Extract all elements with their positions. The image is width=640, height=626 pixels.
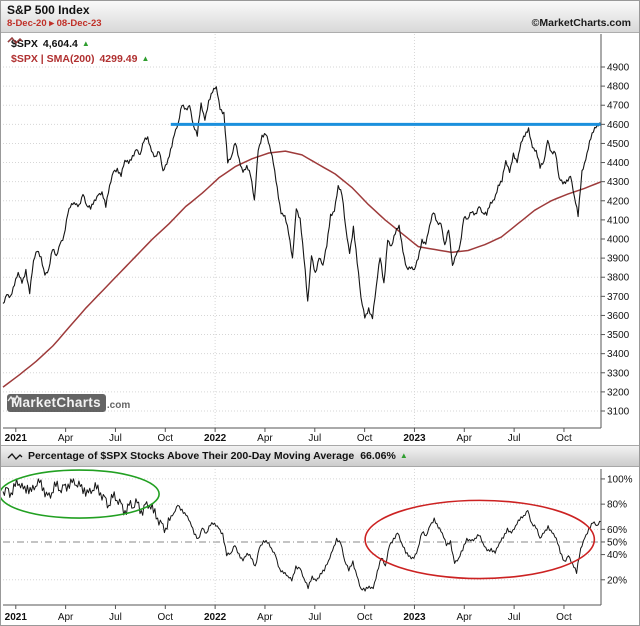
sma-line-icon: [7, 37, 23, 44]
svg-text:40%: 40%: [607, 550, 627, 561]
svg-text:50%: 50%: [607, 537, 627, 548]
svg-text:Apr: Apr: [58, 433, 74, 444]
svg-text:Jul: Jul: [508, 433, 521, 444]
watermark-suffix: .com: [106, 400, 131, 411]
svg-text:Jul: Jul: [109, 612, 122, 623]
breadth-panel-header: Percentage of $SPX Stocks Above Their 20…: [1, 445, 639, 467]
svg-text:Apr: Apr: [257, 612, 273, 623]
svg-text:Apr: Apr: [58, 612, 74, 623]
date-range: 8-Dec-20 ▸ 08-Dec-23: [7, 18, 102, 29]
svg-text:4100: 4100: [607, 215, 630, 226]
svg-text:3200: 3200: [607, 387, 630, 398]
svg-text:Jul: Jul: [508, 612, 521, 623]
sma-legend-label: $SPX | SMA(200): [11, 52, 95, 65]
svg-text:4000: 4000: [607, 235, 630, 246]
breadth-chart-plot[interactable]: 100% 80% 60%50% 40% 20% 2021 Apr Jul Oct 2022 Apr J…: [1, 467, 640, 626]
watermark-logo-icon: [7, 394, 21, 404]
svg-text:Oct: Oct: [556, 612, 572, 623]
svg-text:3800: 3800: [607, 273, 630, 284]
svg-text:3600: 3600: [607, 311, 630, 322]
price-chart-plot[interactable]: 3100 3200 3300 3400 3500 3600 3700 3800 3900 4000…: [1, 33, 640, 445]
svg-text:Jul: Jul: [308, 433, 321, 444]
svg-text:80%: 80%: [607, 500, 627, 511]
spx-legend-value: 4,604.4: [42, 37, 78, 50]
svg-text:60%: 60%: [607, 525, 627, 536]
svg-text:Oct: Oct: [556, 433, 572, 444]
svg-text:4900: 4900: [607, 63, 630, 74]
svg-text:Jul: Jul: [308, 612, 321, 623]
svg-text:3300: 3300: [607, 368, 630, 379]
breadth-line-icon: [7, 452, 23, 460]
chart-header: S&P 500 Index 8-Dec-20 ▸ 08-Dec-23 ©Mark…: [1, 1, 639, 33]
marketcharts-watermark: MarketCharts .com: [7, 394, 130, 412]
svg-text:2021: 2021: [5, 433, 28, 444]
svg-text:4800: 4800: [607, 82, 630, 93]
page-title: S&P 500 Index: [7, 3, 90, 17]
spx-sma-legend-row: $SPX | SMA(200) 4299.49 ▲: [7, 37, 150, 66]
svg-text:Apr: Apr: [257, 433, 273, 444]
svg-text:Apr: Apr: [457, 433, 473, 444]
breadth-value: 66.06%: [360, 450, 396, 462]
svg-text:Apr: Apr: [457, 612, 473, 623]
svg-text:2022: 2022: [204, 433, 227, 444]
svg-text:4200: 4200: [607, 196, 630, 207]
header-left: S&P 500 Index 8-Dec-20 ▸ 08-Dec-23: [7, 3, 102, 32]
svg-text:4300: 4300: [607, 177, 630, 188]
breadth-title: Percentage of $SPX Stocks Above Their 20…: [28, 450, 355, 462]
svg-text:3400: 3400: [607, 349, 630, 360]
svg-text:4400: 4400: [607, 158, 630, 169]
svg-text:3100: 3100: [607, 407, 630, 418]
svg-text:2021: 2021: [5, 612, 28, 623]
sma-legend-value: 4299.49: [99, 52, 138, 65]
svg-text:4500: 4500: [607, 139, 630, 150]
svg-text:2023: 2023: [403, 612, 426, 623]
spx-up-triangle-icon: ▲: [81, 38, 90, 48]
svg-text:2023: 2023: [403, 433, 426, 444]
svg-text:Oct: Oct: [158, 612, 174, 623]
sma-up-triangle-icon: ▲: [141, 53, 150, 63]
svg-text:4700: 4700: [607, 101, 630, 112]
svg-text:3700: 3700: [607, 292, 630, 303]
svg-text:4600: 4600: [607, 120, 630, 131]
svg-text:Oct: Oct: [158, 433, 174, 444]
breadth-chart-panel: 100% 80% 60% 50% 40% 20% 2021 Apr Jul Oct 2022 Apr J…: [1, 467, 640, 626]
spx-legend-row: $SPX 4,604.4 ▲: [7, 36, 149, 51]
price-chart-panel: 3100 3200 3300 3400 3500 3600 3700 3800 3900 4000…: [1, 33, 640, 445]
copyright-label: ©MarketCharts.com: [531, 17, 631, 29]
svg-text:20%: 20%: [607, 575, 627, 586]
svg-text:3900: 3900: [607, 254, 630, 265]
watermark-brand: MarketCharts: [11, 395, 101, 410]
svg-text:2022: 2022: [204, 612, 227, 623]
svg-text:Oct: Oct: [357, 612, 373, 623]
svg-text:100%: 100%: [607, 474, 633, 485]
breadth-up-triangle-icon: ▲: [399, 451, 408, 460]
svg-text:Oct: Oct: [357, 433, 373, 444]
svg-text:3500: 3500: [607, 330, 630, 341]
chart-legend: $SPX 4,604.4 ▲ $SPX | SMA(200) 4299.49 ▲: [7, 36, 149, 66]
svg-text:Jul: Jul: [109, 433, 122, 444]
watermark-pill: MarketCharts: [7, 394, 106, 412]
